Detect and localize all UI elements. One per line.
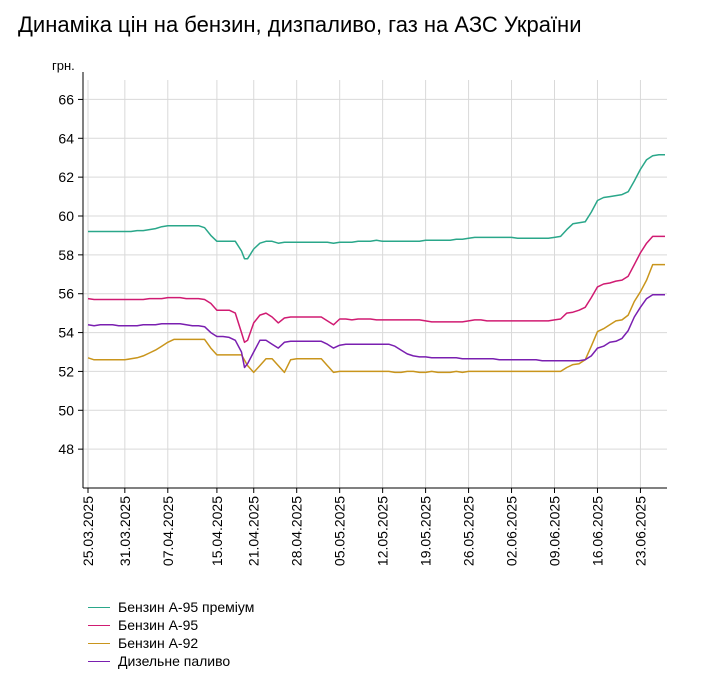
series-line-3	[87, 263, 665, 374]
series-line-2	[87, 235, 665, 344]
x-tick-label: 31.03.2025	[117, 496, 133, 566]
x-tick-label: 15.04.2025	[209, 496, 225, 566]
legend-label: Бензин А-92	[118, 635, 199, 651]
legend-item: Бензин А-92	[88, 634, 254, 652]
series-line-1	[88, 154, 665, 260]
y-tick-label: 54	[58, 325, 74, 341]
axes-layer: 48 50 52 54 56 58 60 62 64 66 25.03.2025 31.03.2025…	[58, 72, 667, 566]
legend-label: Бензин А-95	[118, 617, 199, 633]
y-tick-label: 64	[58, 130, 74, 146]
x-tick-label: 09.06.2025	[547, 496, 563, 566]
y-tick-label: 52	[58, 363, 74, 379]
x-tick-label: 19.05.2025	[418, 496, 434, 566]
series-line-4	[87, 293, 665, 369]
legend-item: Бензин А-95	[88, 616, 254, 634]
x-tick-label: 21.04.2025	[246, 496, 262, 566]
y-axis-unit-label: грн.	[52, 58, 75, 73]
chart-title: Динаміка цін на бензин, дизпаливо, газ н…	[18, 12, 582, 37]
x-tick-label: 28.04.2025	[289, 496, 305, 566]
x-tick-label: 02.06.2025	[504, 496, 520, 566]
x-tick-label: 12.05.2025	[375, 496, 391, 566]
legend-swatch	[88, 642, 110, 644]
legend: Бензин А-95 преміум Бензин А-95 Бензин А-9…	[88, 598, 254, 670]
y-tick-label: 60	[58, 208, 74, 224]
x-tick-label: 25.03.2025	[80, 496, 96, 566]
legend-swatch	[88, 606, 110, 608]
x-tick-label: 16.06.2025	[589, 496, 605, 566]
y-tick-label: 58	[58, 247, 74, 263]
series-layer	[87, 154, 665, 374]
y-tick-label: 56	[58, 286, 74, 302]
y-tick-label: 50	[58, 402, 74, 418]
grid-layer	[83, 80, 667, 488]
legend-swatch	[88, 624, 110, 626]
legend-item: Дизельне паливо	[88, 652, 254, 670]
y-tick-label: 62	[58, 169, 74, 185]
y-tick-label: 66	[58, 91, 74, 107]
legend-swatch	[88, 660, 110, 662]
legend-label: Дизельне паливо	[118, 653, 231, 669]
x-tick-label: 05.05.2025	[332, 496, 348, 566]
legend-item: Бензин А-95 преміум	[88, 598, 254, 616]
x-tick-label: 23.06.2025	[632, 496, 648, 566]
legend-label: Бензин А-95 преміум	[118, 599, 255, 615]
x-tick-label: 07.04.2025	[160, 496, 176, 566]
x-tick-label: 26.05.2025	[461, 496, 477, 566]
y-tick-label: 48	[58, 441, 74, 457]
